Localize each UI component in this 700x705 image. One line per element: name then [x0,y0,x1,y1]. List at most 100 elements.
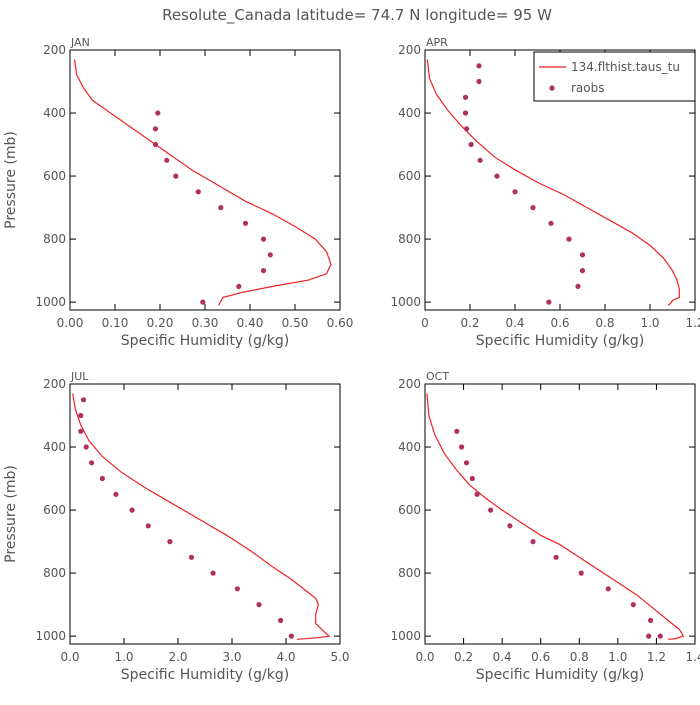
obs-point [477,157,483,163]
legend-box [533,51,696,102]
chart-panel-jan: JAN 0.00 0.10 0.20 0.30 0.40 0.50 0.60 200 400 600… [3,36,353,349]
x-axis-label: Specific Humidity (g/kg) [121,333,289,349]
y-tick-label: 1000 [390,629,421,643]
y-tick-label: 800 [398,566,421,580]
obs-point [474,491,480,497]
obs-point [99,475,105,482]
obs-point [462,94,469,100]
obs-point [78,428,84,434]
y-tick-label: 400 [398,106,421,120]
x-tick-label: 2.0 [168,650,187,664]
x-tick-label: 1.0 [640,316,659,330]
obs-point [155,110,161,116]
obs-point [464,126,470,132]
y-axis-label: Pressure (mb) [3,465,19,563]
x-tick-label: 0.4 [493,650,512,664]
x-tick-label: 5.0 [330,650,349,664]
x-tick-label: 0.8 [595,316,614,330]
x-tick-label: 1.2 [685,316,700,330]
y-tick-label: 1000 [35,629,66,643]
obs-point [236,283,242,289]
obs-point [476,78,482,85]
x-tick-label: 0.0 [60,650,79,664]
x-tick-label: 0.2 [454,650,473,664]
plot-frame [69,49,341,311]
obs-point [546,299,552,305]
obs-point [242,220,249,226]
x-tick-label: 0 [421,316,429,330]
x-tick-label: 0.6 [550,316,569,330]
obs-point [167,539,173,545]
model-series-line [73,59,332,306]
obs-point [152,126,159,132]
y-tick-label: 200 [43,43,66,57]
panel-label: OCT [426,370,449,383]
y-tick-label: 600 [43,169,66,183]
y-tick-label: 800 [398,232,421,246]
x-tick-label: 0.60 [327,316,354,330]
y-tick-label: 200 [398,43,421,57]
obs-point [657,633,663,639]
obs-point [195,189,201,195]
obs-point [463,460,470,466]
obs-point [129,507,135,513]
obs-point [260,236,267,242]
chart-panel-apr: APR 0 0.2 0.4 0.6 0.8 1.0 1.2 200 400 600 800 1000 Sp… [390,36,700,349]
obs-point [80,397,87,403]
obs-point [468,141,474,148]
obs-point [512,189,518,195]
obs-point [145,523,151,529]
obs-point [454,428,460,434]
x-axis-label: Specific Humidity (g/kg) [121,667,289,683]
obs-point [553,554,559,560]
chart-panel-jul: JUL 0.0 1.0 2.0 3.0 4.0 5.0 200 400 600 800 1000 Spe… [3,370,350,683]
panel-label: JAN [70,36,90,49]
x-tick-label: 3.0 [222,650,241,664]
obs-point [164,157,170,163]
legend-obs-label: raobs [571,81,605,95]
model-series-line [426,59,680,306]
obs-point [548,220,554,226]
y-tick-label: 600 [398,169,421,183]
x-tick-label: 0.0 [415,650,434,664]
obs-point [210,570,216,576]
panel-label: APR [426,36,448,49]
obs-point [152,141,159,148]
y-tick-label: 400 [398,440,421,454]
obs-point [578,570,584,576]
y-tick-label: 200 [398,377,421,391]
obs-point [630,602,636,608]
x-axis-label: Specific Humidity (g/kg) [476,333,644,349]
obs-point [476,63,482,69]
y-tick-label: 800 [43,232,66,246]
obs-point [459,444,465,450]
x-tick-label: 1.4 [685,650,700,664]
obs-point [218,205,224,211]
x-tick-label: 0.50 [282,316,309,330]
x-tick-label: 0.40 [237,316,264,330]
x-tick-label: 1.0 [114,650,133,664]
obs-point [234,586,240,592]
obs-point [200,299,206,305]
x-tick-label: 0.00 [57,316,84,330]
model-series-line [72,393,331,640]
plot-frame [424,383,696,645]
x-tick-label: 0.4 [505,316,524,330]
obs-point [267,252,273,258]
obs-point [256,602,262,608]
obs-point [648,617,654,624]
y-axis-label: Pressure (mb) [3,131,19,229]
obs-point [646,633,652,639]
x-tick-label: 4.0 [276,650,295,664]
y-tick-label: 1000 [35,295,66,309]
x-tick-label: 0.6 [531,650,550,664]
y-tick-label: 200 [43,377,66,391]
obs-point [462,110,469,116]
obs-point [566,236,572,242]
x-tick-label: 0.8 [570,650,589,664]
x-tick-label: 0.30 [192,316,219,330]
x-axis-label: Specific Humidity (g/kg) [476,667,644,683]
obs-point [469,475,475,482]
